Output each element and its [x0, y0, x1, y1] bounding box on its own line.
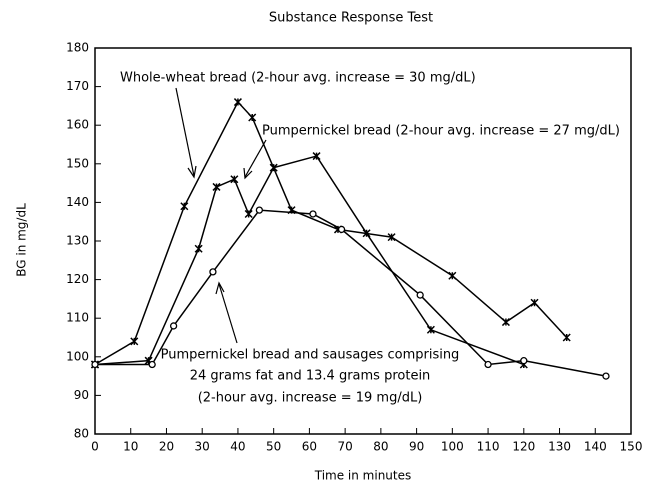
marker — [248, 113, 257, 122]
x-axis-label: Time in minutes — [314, 469, 412, 483]
y-tick-label: 140 — [66, 195, 89, 209]
y-tick-label: 80 — [74, 427, 89, 441]
y-tick-label: 150 — [66, 156, 89, 170]
marker — [230, 175, 239, 184]
line — [94, 155, 525, 366]
marker — [194, 244, 203, 253]
marker — [91, 360, 99, 369]
x-tick-label: 110 — [477, 440, 500, 454]
x-tick-label: 100 — [441, 440, 464, 454]
x-tick-label: 40 — [230, 440, 245, 454]
marker — [387, 233, 396, 242]
x-tick-label: 120 — [512, 440, 535, 454]
x-tick-label: 150 — [620, 440, 643, 454]
marker — [255, 206, 264, 214]
marker — [212, 182, 221, 191]
y-tick-label: 180 — [66, 41, 89, 55]
marker — [180, 202, 189, 211]
y-tick-label: 170 — [66, 79, 89, 93]
y-tick-label: 120 — [66, 272, 89, 286]
marker — [148, 360, 156, 369]
annotation-arrows — [175, 87, 267, 344]
x-tick-label: 20 — [159, 440, 174, 454]
x-tick-label: 0 — [91, 440, 99, 454]
x-tick-label: 130 — [548, 440, 571, 454]
x-tick-label: 140 — [584, 440, 607, 454]
marker — [562, 333, 571, 342]
y-tick-label: 110 — [66, 311, 89, 325]
annotation: 24 grams fat and 13.4 grams protein — [190, 369, 431, 384]
annotation: Pumpernickel bread (2-hour avg. increase… — [262, 124, 620, 139]
x-tick-label: 50 — [266, 440, 281, 454]
y-axis-label: BG in mg/dL — [15, 203, 29, 277]
x-tick-label: 10 — [123, 440, 138, 454]
y-tick-label: 160 — [66, 118, 89, 132]
marker — [602, 372, 610, 380]
marker — [426, 325, 435, 334]
chart-title: Substance Response Test — [269, 11, 433, 26]
marker — [484, 360, 492, 369]
marker — [130, 337, 139, 346]
x-tick-label: 90 — [409, 440, 424, 454]
annotation: (2-hour avg. increase = 19 mg/dL) — [198, 391, 423, 406]
marker — [337, 225, 346, 234]
marker — [233, 98, 242, 107]
line — [94, 100, 568, 366]
x-tick-label: 80 — [373, 440, 388, 454]
marker — [362, 229, 371, 238]
annotation: Whole-wheat bread (2-hour avg. increase … — [120, 71, 476, 86]
marker — [309, 210, 317, 218]
y-tick-label: 130 — [66, 234, 89, 248]
y-tick-label: 100 — [66, 349, 89, 363]
marker — [244, 209, 253, 219]
marker — [169, 322, 178, 330]
annotation: Pumpernickel bread and sausages comprisi… — [161, 348, 460, 363]
marker — [312, 152, 321, 161]
x-tick-label: 60 — [302, 440, 317, 454]
marker — [448, 271, 457, 280]
marker — [530, 298, 539, 307]
marker — [269, 163, 278, 172]
marker — [209, 268, 217, 276]
marker — [416, 291, 424, 299]
y-tick-label: 90 — [74, 388, 89, 402]
marker — [501, 318, 510, 327]
x-tick-label: 30 — [195, 440, 210, 454]
marker — [520, 357, 528, 365]
x-tick-label: 70 — [337, 440, 352, 454]
